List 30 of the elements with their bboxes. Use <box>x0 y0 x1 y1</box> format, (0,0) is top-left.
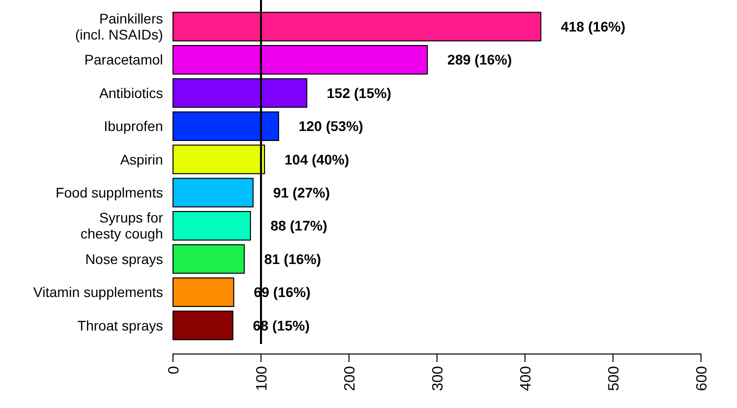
bar <box>172 244 245 274</box>
y-tick-label: Aspirin <box>120 151 163 168</box>
x-tick-label: 500 <box>605 366 622 392</box>
data-label: 81 (16%) <box>264 250 322 267</box>
y-tick-label: Paracetamol <box>84 52 163 68</box>
y-tick-label: Vitamin supplements <box>33 284 163 300</box>
bar <box>172 310 234 340</box>
data-label: 289 (16%) <box>447 52 512 68</box>
y-tick-label: Food supplments <box>56 184 163 200</box>
data-label: 91 (27%) <box>273 184 330 200</box>
x-tick-label: 0 <box>165 366 182 374</box>
bar <box>172 178 254 208</box>
y-tick-label: Syrups for chesty cough <box>80 210 164 242</box>
data-label: 418 (16%) <box>560 18 626 34</box>
y-tick-label: Nose sprays <box>85 250 163 267</box>
bar <box>172 277 234 307</box>
x-tick-label: 100 <box>253 366 270 392</box>
data-label: 152 (15%) <box>326 84 392 101</box>
data-label: 88 (17%) <box>270 218 328 234</box>
data-label: 104 (40%) <box>284 151 350 168</box>
y-tick-label: Ibuprofen <box>104 118 163 134</box>
x-tick-label: 300 <box>429 366 446 392</box>
x-tick-label: 600 <box>693 366 710 392</box>
x-tick-label: 200 <box>341 366 358 392</box>
data-label: 120 (53%) <box>298 118 364 134</box>
x-tick-label: 400 <box>517 366 534 392</box>
y-tick-label: Throat sprays <box>77 317 163 334</box>
y-tick-label: Antibiotics <box>99 84 163 101</box>
bar <box>172 211 251 241</box>
y-tick-label: Painkillers (incl. NSAIDs) <box>75 10 163 42</box>
